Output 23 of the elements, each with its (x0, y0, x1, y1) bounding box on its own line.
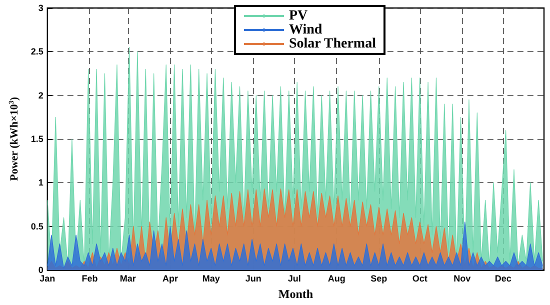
y-tick-label: 0.5 (30, 221, 44, 232)
x-tick-label: Feb (82, 274, 98, 284)
legend-label: Wind (289, 22, 322, 38)
x-tick-label: Mar (120, 274, 136, 284)
x-tick-label: Nov (454, 274, 471, 284)
x-tick-label: Sep (370, 274, 388, 284)
x-tick-label: Dec (494, 274, 512, 284)
x-tick-label: Aug (328, 274, 346, 284)
x-tick-label: May (202, 274, 220, 284)
x-axis-title: Month (278, 287, 314, 301)
legend-label: PV (289, 8, 308, 24)
x-tick-label: Jul (288, 274, 301, 284)
y-tick-label: 1 (38, 178, 44, 188)
y-tick-label: 2 (38, 90, 44, 100)
y-tick-label: 3 (38, 3, 44, 13)
y-tick-label: 2.5 (30, 46, 44, 57)
y-tick-label: 1.5 (30, 134, 44, 144)
x-tick-label: Jan (40, 274, 56, 284)
x-tick-label: Apr (162, 274, 178, 284)
y-tick-label: 0 (38, 265, 44, 275)
legend-label: Solar Thermal (289, 36, 376, 52)
x-tick-label: Oct (412, 274, 428, 284)
x-tick-label: Jun (245, 274, 262, 284)
